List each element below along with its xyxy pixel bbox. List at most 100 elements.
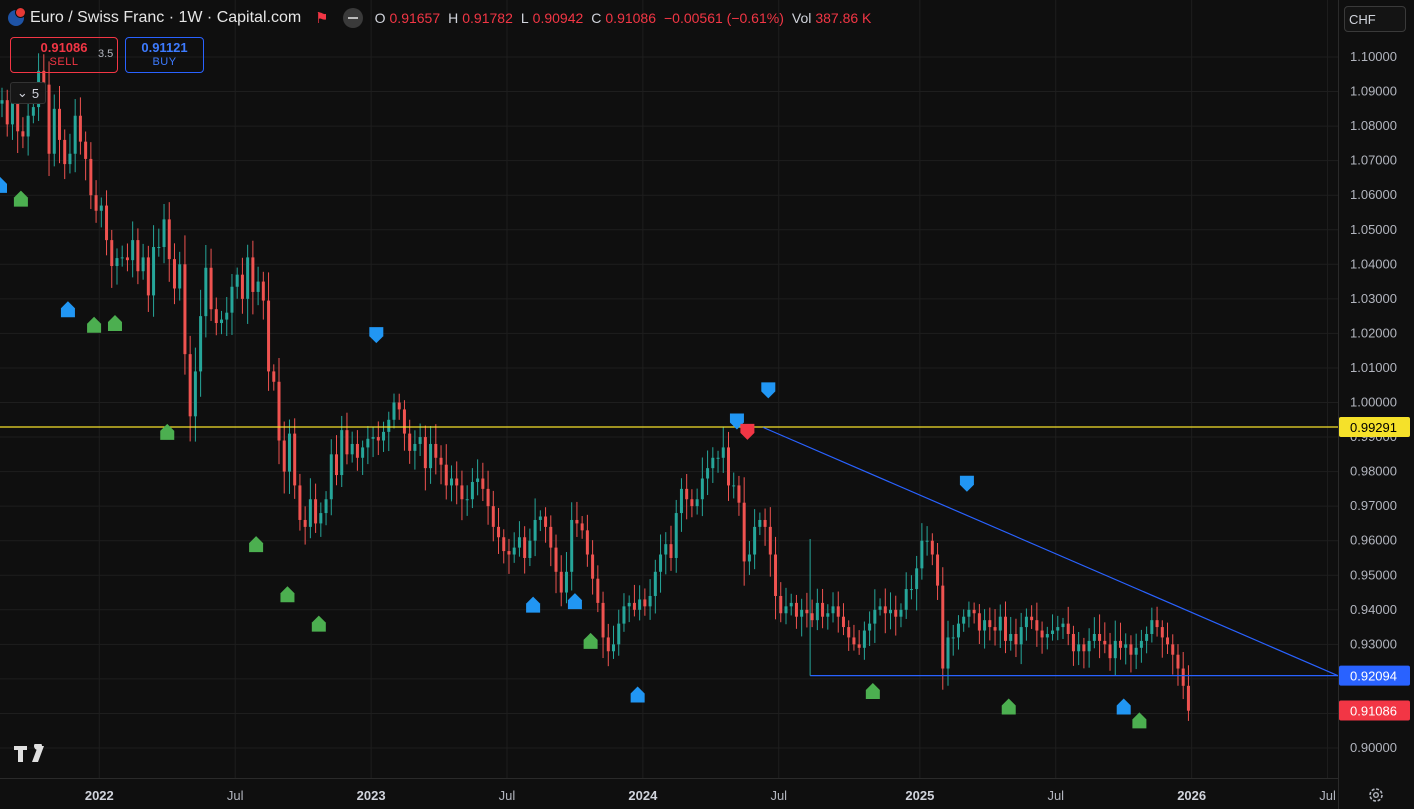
tradingview-logo-icon[interactable] [14, 744, 50, 764]
price-tick-label: 1.00000 [1350, 395, 1397, 410]
candle-body [774, 554, 778, 596]
candle-body [183, 264, 187, 355]
buy-signal-icon[interactable] [0, 176, 7, 193]
price-tick-label: 0.95000 [1350, 567, 1397, 582]
buy-signal-down-icon[interactable] [761, 382, 776, 399]
candle-body [517, 537, 521, 548]
candle-body [1124, 644, 1128, 648]
flag-icon[interactable]: ⚑ [315, 10, 329, 27]
green-signal-icon[interactable] [13, 190, 28, 207]
green-signal-icon[interactable] [583, 632, 598, 649]
indicators-collapse-button[interactable]: ⌄ 5 [10, 82, 46, 104]
candle-body [89, 158, 93, 196]
symbol-title[interactable]: Euro / Swiss Franc · 1W · Capital.com [30, 9, 302, 26]
settings-gear-icon[interactable] [1367, 786, 1385, 804]
price-tick-label: 0.90000 [1350, 740, 1397, 755]
candle-body [1171, 644, 1175, 655]
candle [512, 532, 516, 563]
candle [632, 584, 636, 617]
buy-signal-icon[interactable] [526, 596, 541, 613]
price-tick-label: 0.98000 [1350, 464, 1397, 479]
candle [1019, 612, 1023, 665]
candle-body [199, 316, 203, 372]
trend-line[interactable] [762, 426, 1339, 677]
candle [721, 427, 725, 473]
candle [355, 430, 359, 471]
candle-body [167, 219, 171, 260]
green-signal-icon[interactable] [311, 615, 326, 632]
candle [314, 483, 318, 533]
price-axis[interactable]: 0.900000.910000.920000.930000.940000.950… [1350, 49, 1397, 755]
candle [815, 588, 819, 631]
green-signal-icon[interactable] [160, 423, 175, 440]
candle [732, 472, 736, 499]
buy-signal-icon[interactable] [60, 301, 75, 318]
buy-signal-down-icon[interactable] [369, 327, 384, 344]
candle [1150, 607, 1154, 643]
price-tick-label: 0.93000 [1350, 636, 1397, 651]
candle [747, 541, 751, 575]
candle [1009, 616, 1013, 651]
candle-body [706, 468, 710, 479]
candle-body [105, 205, 109, 241]
candle-body [779, 595, 783, 614]
candle [418, 423, 422, 457]
time-axis[interactable]: 2022 Jul 2023 Jul 2024 Jul 2025 Jul 2026 Jul [85, 788, 1336, 803]
candle-body [251, 257, 255, 292]
candle-body [836, 606, 840, 617]
hide-indicator-icon[interactable] [342, 8, 363, 28]
green-signal-icon[interactable] [1132, 712, 1147, 729]
candle-body [1092, 633, 1096, 641]
candle-body [1160, 627, 1164, 638]
candle-body [340, 430, 344, 476]
candle-body [345, 430, 349, 455]
candle [554, 534, 558, 594]
green-signal-icon[interactable] [87, 316, 102, 333]
candle-body [585, 530, 589, 555]
candle-body [1129, 644, 1133, 655]
buy-button[interactable]: 0.91121 BUY [125, 37, 204, 73]
currency-selector[interactable]: CHF [1344, 6, 1406, 32]
green-signal-icon[interactable] [249, 536, 264, 553]
candle-body [852, 637, 856, 645]
sell-signal-icon[interactable] [740, 423, 755, 440]
candle [1171, 634, 1175, 675]
green-signal-icon[interactable] [865, 682, 880, 699]
price-tag-bg [1339, 416, 1410, 437]
candle-body [455, 478, 459, 486]
buy-signal-icon[interactable] [630, 686, 645, 703]
candle-body [554, 547, 558, 572]
candle-body [1045, 633, 1049, 638]
green-signal-icon[interactable] [1001, 698, 1016, 715]
candle [507, 538, 511, 574]
candle-body [78, 115, 82, 142]
buy-signal-down-icon[interactable] [959, 475, 974, 492]
candle [162, 203, 166, 264]
candle [1113, 620, 1117, 676]
buy-signal-icon[interactable] [567, 593, 582, 610]
candle [157, 228, 161, 257]
candle [193, 347, 197, 442]
candle [993, 609, 997, 646]
buy-signal-icon[interactable] [1116, 698, 1131, 715]
candle [308, 478, 312, 539]
candle-body [261, 281, 265, 301]
candle [423, 425, 427, 491]
candle [366, 426, 370, 465]
candle [826, 604, 830, 630]
candle [575, 501, 579, 537]
ohlc-values: O 0.91657 H 0.91782 L 0.90942 C 0.91086 −0.0… [375, 10, 876, 26]
candle-body [826, 613, 830, 617]
green-signal-icon[interactable] [280, 586, 295, 603]
candle-body [99, 205, 103, 211]
sell-button[interactable]: 0.91086 SELL [10, 37, 118, 73]
candle [669, 525, 673, 571]
candle-body [815, 602, 819, 621]
time-tick-label: Jul [1047, 788, 1064, 803]
price-tag-label: 0.91086 [1350, 703, 1397, 718]
candle [873, 589, 877, 643]
ohlc-high-value: 0.91782 [462, 10, 513, 26]
green-signal-icon[interactable] [107, 315, 122, 332]
candle [1098, 614, 1102, 659]
